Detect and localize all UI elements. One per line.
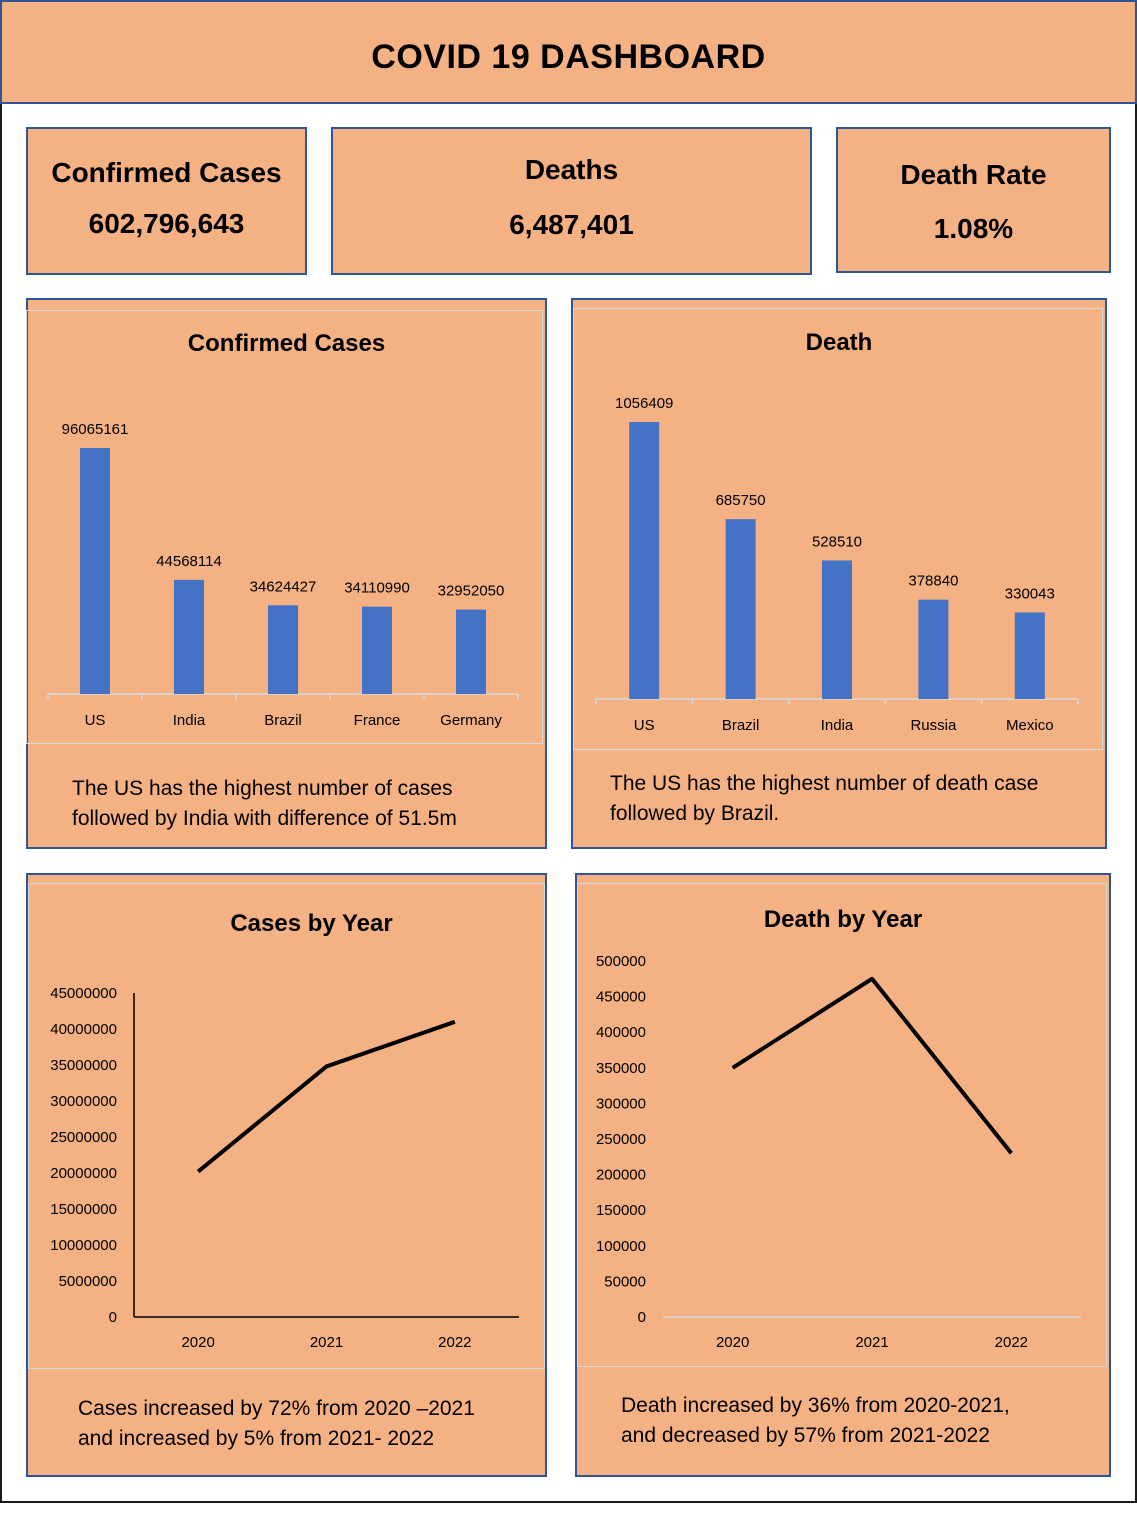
category-label: Brazil bbox=[264, 712, 302, 729]
cases-country-chart: 96065161 US 44568114 India 34624427 Brazil 341… bbox=[47, 421, 519, 729]
deaths-country-title: Death bbox=[805, 329, 873, 356]
y-tick-label: 150000 bbox=[596, 1202, 646, 1219]
data-label: 378840 bbox=[908, 573, 958, 590]
y-tick-label: 300000 bbox=[596, 1095, 646, 1112]
y-tick-label: 500000 bbox=[596, 953, 646, 970]
x-tick-label: 2022 bbox=[438, 1334, 471, 1351]
bar bbox=[822, 560, 852, 699]
y-tick-label: 35000000 bbox=[50, 1057, 117, 1074]
data-label: 34624427 bbox=[250, 578, 317, 595]
deaths-year-chart-frame bbox=[577, 883, 1107, 1367]
caption-line: and decreased by 57% from 2021-2022 bbox=[621, 1424, 990, 1447]
dashboard-title: COVID 19 DASHBOARD bbox=[371, 38, 766, 76]
x-tick-label: 2021 bbox=[855, 1334, 888, 1351]
data-label: 44568114 bbox=[156, 553, 222, 570]
kpi-confirmed-label: Confirmed Cases bbox=[51, 157, 282, 188]
category-label: India bbox=[821, 717, 854, 734]
cases-country-chart-frame bbox=[26, 310, 543, 744]
data-label: 1056409 bbox=[615, 395, 673, 412]
series-line bbox=[196, 1019, 456, 1174]
kpi-deaths-card: Deaths 6,487,401 bbox=[331, 127, 812, 275]
bar bbox=[362, 606, 392, 694]
y-tick-label: 0 bbox=[109, 1309, 117, 1326]
y-tick-label: 30000000 bbox=[50, 1093, 117, 1110]
caption-line: The US has the highest number of death c… bbox=[610, 772, 1039, 795]
data-label: 96065161 bbox=[62, 421, 129, 438]
y-tick-label: 350000 bbox=[596, 1060, 646, 1077]
data-label: 685750 bbox=[716, 492, 766, 509]
series-line bbox=[731, 976, 1013, 1155]
dashboard-header: COVID 19 DASHBOARD bbox=[0, 0, 1137, 104]
cases-country-panel: Confirmed Cases The US has the highest n… bbox=[26, 298, 547, 849]
y-tick-label: 0 bbox=[638, 1309, 646, 1326]
bar bbox=[268, 605, 298, 694]
category-label: Germany bbox=[440, 712, 502, 729]
y-tick-label: 10000000 bbox=[50, 1237, 117, 1254]
cases-country-caption: The US has the highest number of cases f… bbox=[72, 774, 457, 834]
cases-year-chart: 0 5000000 10000000 15000000 20000000 25000000… bbox=[50, 985, 519, 1351]
kpi-confirmed-value: 602,796,643 bbox=[88, 208, 245, 239]
cases-country-title: Confirmed Cases bbox=[187, 330, 386, 357]
bar bbox=[80, 448, 110, 694]
bar bbox=[725, 519, 756, 699]
category-label: Mexico bbox=[1006, 717, 1054, 734]
data-label: 528510 bbox=[812, 533, 862, 550]
y-tick-label: 450000 bbox=[596, 989, 646, 1006]
x-tick-label: 2020 bbox=[716, 1334, 749, 1351]
y-tick-label: 400000 bbox=[596, 1024, 646, 1041]
bar bbox=[456, 609, 486, 694]
caption-line: followed by Brazil. bbox=[610, 802, 780, 825]
y-tick-label: 50000 bbox=[604, 1273, 646, 1290]
bar bbox=[1014, 612, 1045, 699]
y-tick-label: 5000000 bbox=[59, 1273, 117, 1290]
deaths-country-chart: 1056409 US 685750 Brazil 528510 India 378840 Ru… bbox=[595, 395, 1079, 734]
category-label: Russia bbox=[910, 717, 957, 734]
caption-line: Death increased by 36% from 2020-2021, bbox=[621, 1394, 1010, 1417]
bar bbox=[174, 579, 204, 694]
kpi-rate-value: 1.08% bbox=[933, 213, 1014, 244]
x-tick-label: 2020 bbox=[181, 1334, 214, 1351]
kpi-confirmed-card: Confirmed Cases 602,796,643 bbox=[26, 127, 307, 275]
deaths-year-chart: 0 50000 100000 150000 200000 250000 300000 3500… bbox=[596, 953, 1081, 1351]
category-label: Brazil bbox=[722, 717, 760, 734]
bar bbox=[918, 599, 949, 699]
category-label: India bbox=[173, 712, 206, 729]
kpi-deaths-label: Deaths bbox=[524, 154, 619, 185]
y-tick-label: 200000 bbox=[596, 1167, 646, 1184]
x-tick-label: 2022 bbox=[995, 1334, 1028, 1351]
bar bbox=[629, 422, 660, 699]
caption-line: Cases increased by 72% from 2020 –2021 bbox=[78, 1397, 475, 1420]
cases-year-chart-frame bbox=[28, 883, 545, 1369]
data-label: 32952050 bbox=[438, 583, 505, 600]
deaths-country-caption: The US has the highest number of death c… bbox=[610, 769, 1038, 829]
category-label: US bbox=[634, 717, 655, 734]
cases-year-caption: Cases increased by 72% from 2020 –2021 a… bbox=[78, 1394, 475, 1454]
deaths-year-panel: Death by Year Death increased by 36% fro… bbox=[575, 873, 1111, 1477]
kpi-rate-label: Death Rate bbox=[900, 159, 1047, 190]
cases-year-panel: Cases by Year Cases increased by 72% fro… bbox=[26, 873, 547, 1477]
category-label: France bbox=[354, 712, 401, 729]
y-tick-label: 15000000 bbox=[50, 1201, 117, 1218]
y-tick-label: 40000000 bbox=[50, 1021, 117, 1038]
kpi-rate-card: Death Rate 1.08% bbox=[836, 127, 1111, 273]
y-tick-label: 25000000 bbox=[50, 1129, 117, 1146]
caption-line: followed by India with difference of 51.… bbox=[72, 807, 457, 830]
deaths-country-chart-frame bbox=[573, 308, 1103, 750]
kpi-deaths-value: 6,487,401 bbox=[509, 209, 634, 240]
deaths-year-title: Death by Year bbox=[763, 906, 923, 933]
deaths-year-caption: Death increased by 36% from 2020-2021, a… bbox=[621, 1391, 1010, 1451]
y-tick-label: 100000 bbox=[596, 1238, 646, 1255]
caption-line: The US has the highest number of cases bbox=[72, 777, 453, 800]
category-label: US bbox=[85, 712, 106, 729]
x-tick-label: 2021 bbox=[310, 1334, 343, 1351]
y-tick-label: 20000000 bbox=[50, 1165, 117, 1182]
cases-year-title: Cases by Year bbox=[230, 910, 393, 937]
data-label: 34110990 bbox=[344, 580, 410, 597]
y-tick-label: 250000 bbox=[596, 1131, 646, 1148]
caption-line: and increased by 5% from 2021- 2022 bbox=[78, 1427, 435, 1450]
y-tick-label: 45000000 bbox=[50, 985, 117, 1002]
data-label: 330043 bbox=[1005, 585, 1055, 602]
